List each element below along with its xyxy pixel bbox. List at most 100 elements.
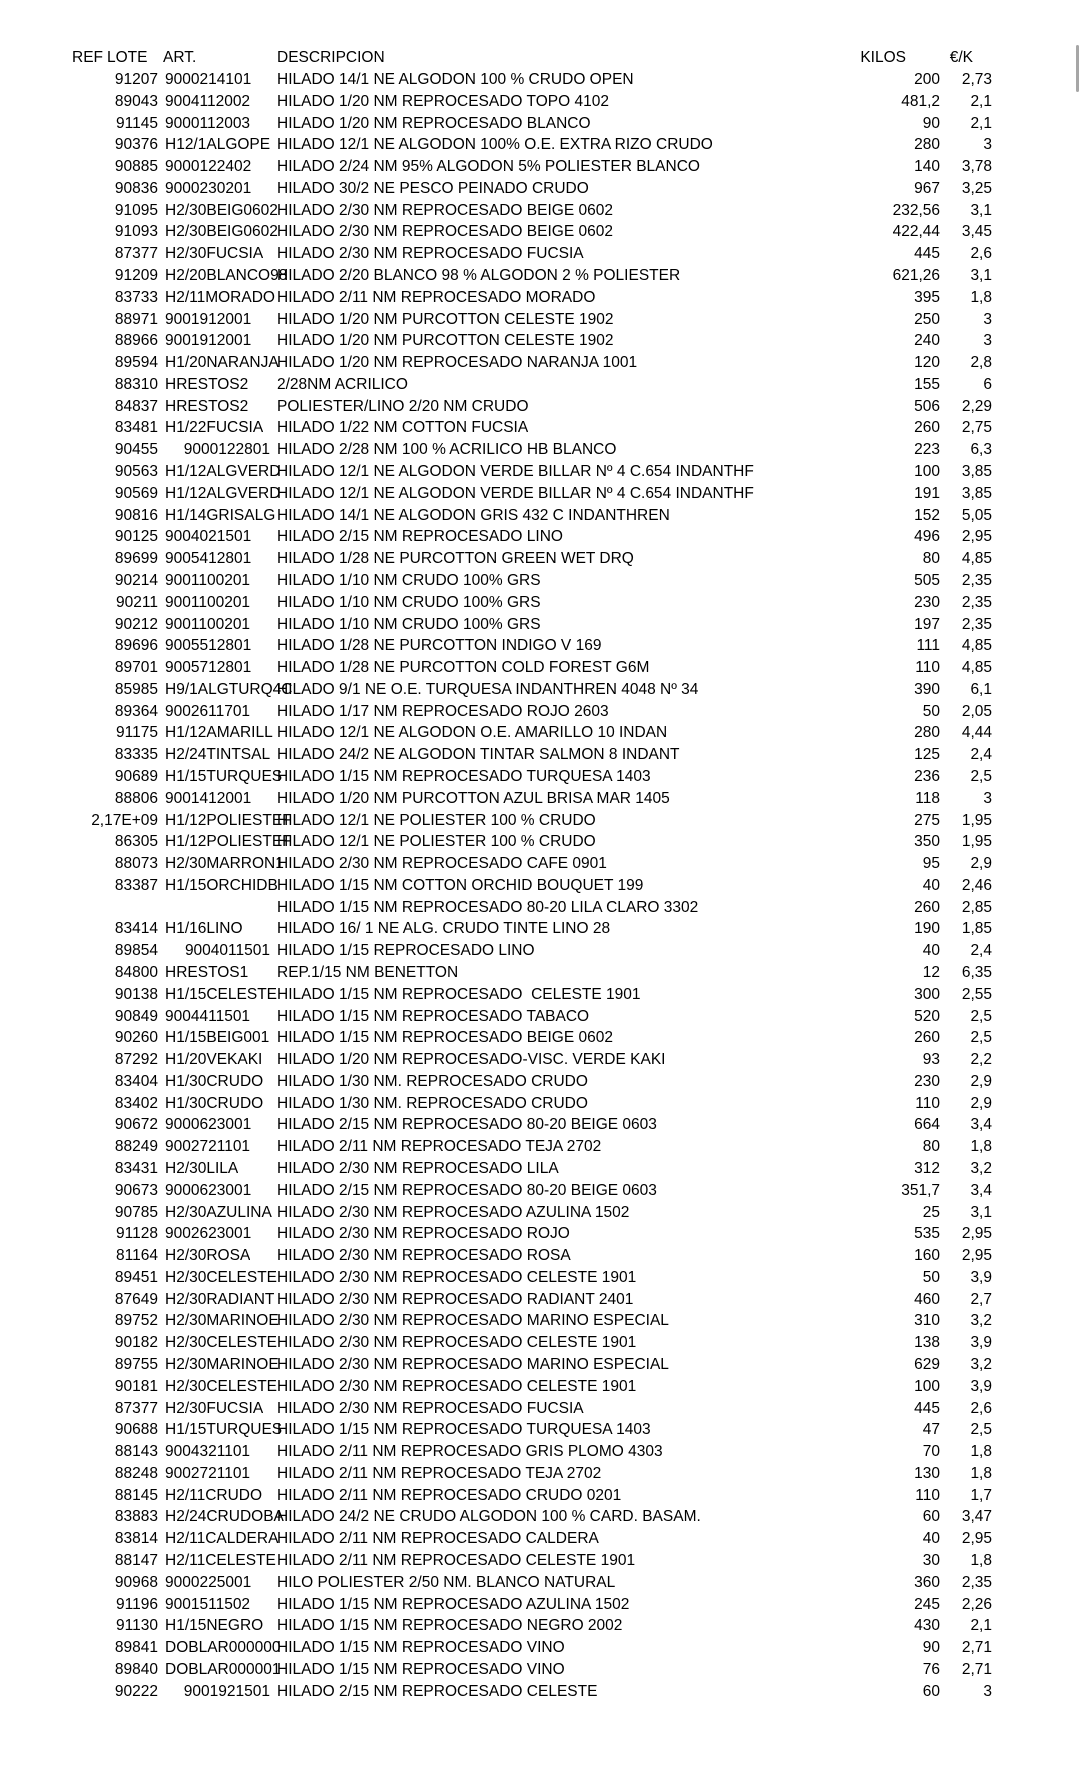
description-cell: POLIESTER/LINO 2/20 NM CRUDO [277,397,529,415]
price-cell: 3,4 [970,1181,992,1199]
kilos-cell: 30 [922,1552,940,1570]
ref-cell: 83414 [114,920,158,938]
description-cell: HILADO 12/1 NE POLIESTER 100 % CRUDO [277,811,596,829]
description-cell: HILADO 12/1 NE ALGODON VERDE BILLAR Nº 4… [277,463,754,481]
ref-cell: 83387 [114,876,158,894]
kilos-cell: 260 [914,898,940,916]
kilos-cell: 80 [922,550,940,568]
description-cell: HILADO 1/15 NM COTTON ORCHID BOUQUET 199 [277,876,644,894]
ref-cell: 83814 [114,1530,158,1548]
description-cell: HILADO 2/15 NM REPROCESADO 80-20 BEIGE 0… [277,1181,657,1199]
price-cell: 2,9 [970,1094,992,1112]
kilos-cell: 125 [914,746,940,764]
price-cell: 2,35 [961,571,992,589]
table-row: 81164 H2/30ROSA HILADO 2/30 NM REPROCESADO… [0,1245,1080,1267]
price-cell: 2,5 [970,767,992,785]
lote-cell: H1/30CRUDO [165,1072,264,1090]
ref-cell: 88310 [114,375,158,393]
price-cell: 3,4 [970,1116,992,1134]
ref-cell: 91093 [114,223,158,241]
price-cell: 6,1 [970,680,992,698]
price-cell: 3,47 [961,1508,992,1526]
table-row: 85985 H9/1ALGTURQ4C HILADO 9/1 NE O.E. TUR… [0,679,1080,701]
price-cell: 6,35 [961,963,992,981]
ref-cell: 87377 [114,1399,158,1417]
table-row: 90138 H1/15CELESTE HILADO 1/15 NM REPROCES… [0,984,1080,1006]
table-row: 87377 H2/30FUCSIA HILADO 2/30 NM REPROCESA… [0,243,1080,265]
price-cell: 1,95 [961,811,992,829]
price-cell: 4,85 [961,637,992,655]
table-row: 90222 9001921501 HILADO 2/15 NM REPROCESAD… [0,1681,1080,1703]
lote-cell: H2/30MARINOE [165,1312,279,1330]
lote-cell: 9002623001 [165,1225,252,1243]
table-row: 90849 9004411501 HILADO 1/15 NM REPROCESAD… [0,1006,1080,1028]
table-row: 88143 9004321101 HILADO 2/11 NM REPROCESAD… [0,1441,1080,1463]
price-cell: 3,2 [970,1356,992,1374]
lote-cell: H1/14GRISALG [165,506,276,524]
table-row: 91175 H1/12AMARILL HILADO 12/1 NE ALGODON … [0,722,1080,744]
description-cell: HILADO 2/30 NM REPROCESADO CAFE 0901 [277,855,607,873]
header-kilos: KILOS [860,49,906,66]
price-cell: 2,5 [970,1007,992,1025]
description-cell: HILADO 16/ 1 NE ALG. CRUDO TINTE LINO 28 [277,920,611,938]
price-cell: 3,25 [961,179,992,197]
kilos-cell: 481,2 [901,92,940,110]
description-cell: HILADO 24/2 NE CRUDO ALGODON 100 % CARD.… [277,1508,701,1526]
description-cell: HILADO 1/15 NM REPROCESADO VINO [277,1639,565,1657]
scrollbar-fragment[interactable] [1076,45,1079,92]
description-cell: HILADO 2/28 NM 100 % ACRILICO HB BLANCO [277,441,617,459]
ref-cell: 90885 [114,158,158,176]
description-cell: HILADO 1/15 REPROCESADO LINO [277,942,535,960]
table-row: 90212 9001100201 HILADO 1/10 NM CRUDO 100%… [0,614,1080,636]
lote-cell: H1/12ALGVERD [165,463,281,481]
price-cell: 2,95 [961,1225,992,1243]
kilos-cell: 111 [916,637,940,655]
kilos-cell: 118 [915,789,940,807]
table-row: 88310 HRESTOS2 2/28NM ACRILICO 155 6 [0,374,1080,396]
description-cell: HILADO 1/30 NM. REPROCESADO CRUDO [277,1072,588,1090]
kilos-cell: 390 [914,680,940,698]
lote-cell: 9002611701 [165,702,251,720]
ref-cell: 83481 [114,419,158,437]
table-row: 90816 H1/14GRISALG HILADO 14/1 NE ALGODON … [0,505,1080,527]
ref-cell: 87649 [114,1290,158,1308]
price-cell: 2,4 [970,746,992,764]
table-row: 91095 H2/30BEIG0602 HILADO 2/30 NM REPROCE… [0,200,1080,222]
description-cell: HILADO 1/20 NM PURCOTTON CELESTE 1902 [277,332,614,350]
lote-cell: DOBLAR000001 [165,1660,281,1678]
ref-cell: 84800 [114,963,158,981]
lote-cell: 9002721101 [165,1138,251,1156]
ref-cell: 88147 [114,1552,158,1570]
price-cell: 3,1 [970,267,992,285]
table-row: 88147 H2/11CELESTE HILADO 2/11 NM REPROCES… [0,1550,1080,1572]
kilos-cell: 155 [914,375,940,393]
kilos-cell: 232,56 [892,201,940,219]
ref-cell: 83733 [114,288,158,306]
price-cell: 2,29 [961,397,992,415]
description-cell: HILADO 2/30 NM REPROCESADO AZULINA 1502 [277,1203,630,1221]
table-row: 89594 H1/20NARANJA HILADO 1/20 NM REPROCES… [0,352,1080,374]
lote-cell: H2/11MORADO [165,288,275,306]
ref-cell: 91145 [116,114,158,132]
header-euro-per-k: €/K [949,49,973,66]
kilos-cell: 197 [914,615,940,633]
kilos-cell: 520 [914,1007,940,1025]
price-cell: 2,6 [970,245,992,263]
table-row: 86305 H1/12POLIESTEF HILADO 12/1 NE POLIES… [0,831,1080,853]
table-row: 90968 9000225001 HILO POLIESTER 2/50 NM. B… [0,1572,1080,1594]
kilos-cell: 60 [922,1508,940,1526]
price-cell: 2,05 [961,702,992,720]
description-cell: HILADO 9/1 NE O.E. TURQUESA INDANTHREN 4… [277,680,699,698]
ref-cell: 90785 [114,1203,158,1221]
table-row: 2,17E+09 H1/12POLIESTEF HILADO 12/1 NE POL… [0,810,1080,832]
table-row: 90885 9000122402 HILADO 2/24 NM 95% ALGODO… [0,156,1080,178]
ref-cell: 89696 [114,637,158,655]
kilos-cell: 40 [922,1530,940,1548]
price-cell: 2,71 [961,1639,992,1657]
price-cell: 2,5 [970,1421,992,1439]
kilos-cell: 152 [914,506,940,524]
description-cell: HILADO 14/1 NE ALGODON 100 % CRUDO OPEN [277,71,634,88]
lote-cell: H2/30RADIANT [165,1290,275,1308]
ref-cell: 90260 [114,1029,158,1047]
table-row: 89752 H2/30MARINOE HILADO 2/30 NM REPROCES… [0,1310,1080,1332]
